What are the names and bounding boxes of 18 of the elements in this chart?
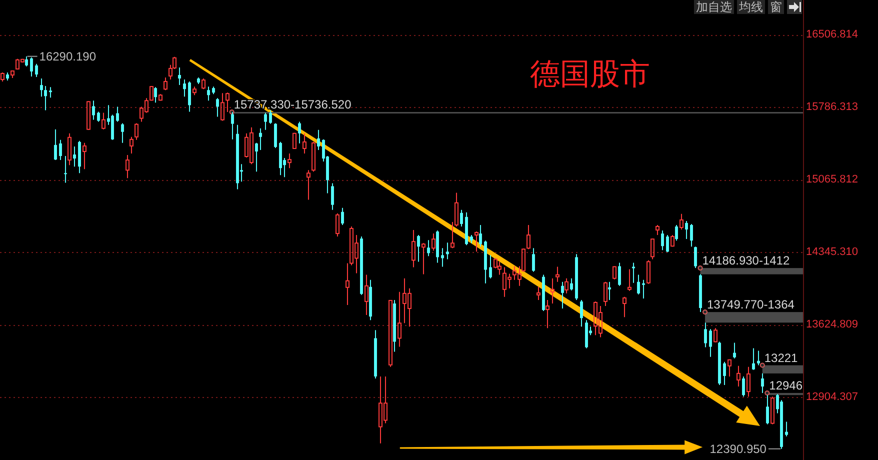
band-label: 12946 [769, 378, 803, 392]
y-tick-label: 15065.812 [806, 174, 858, 186]
y-tick-label: 14345.310 [806, 246, 858, 258]
annotation: 12390.950 [710, 442, 781, 456]
y-tick-label: 12904.307 [806, 391, 858, 404]
button: 窗 [768, 0, 784, 14]
band-label: 13749.770-1364 [707, 298, 794, 312]
button: 加自选 [694, 0, 734, 14]
band-label: 13221 [764, 350, 798, 365]
annotation: 16290.190 [39, 49, 96, 64]
y-tick-label: 13624.809 [806, 318, 858, 331]
annotation: 12390.950 [710, 442, 767, 456]
band-label: 14186.930-1412 [702, 254, 790, 268]
y-tick-label: 16506.814 [806, 28, 858, 41]
y-tick-label: 15786.313 [806, 101, 858, 114]
title: 德国股市 [530, 58, 650, 92]
annotation: 16290.190 [26, 49, 96, 64]
button: 均线 [737, 0, 765, 14]
